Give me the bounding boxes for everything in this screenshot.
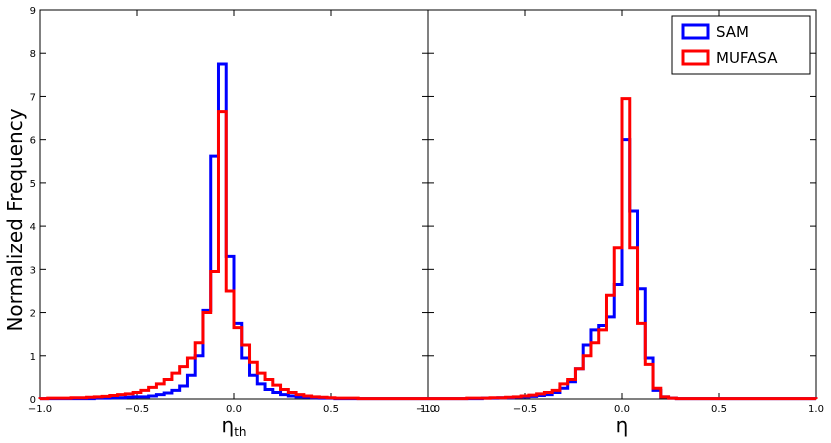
y-tick-label: 6	[30, 136, 36, 147]
left-x-axis-label-main: η	[222, 413, 235, 437]
legend-swatch-mufasa	[681, 49, 710, 66]
right-x-axis-label: η	[616, 413, 629, 437]
right-panel-ticks: −1.0 −0.5 0.0 0.5 1.0	[416, 9, 824, 415]
y-tick-label: 7	[30, 92, 36, 103]
left-x-axis-label-subscript: th	[234, 425, 246, 439]
y-axis-label: Normalized Frequency	[3, 108, 27, 331]
right-x-tick-label: 0.0	[614, 404, 630, 415]
left-x-tick-label: −1.0	[28, 404, 52, 415]
right-x-tick-label: 1.0	[808, 404, 824, 415]
legend-swatch-sam	[681, 23, 710, 40]
left-x-axis-label: ηth	[222, 413, 247, 439]
y-tick-label: 9	[30, 6, 36, 17]
y-tick-label: 8	[30, 49, 36, 60]
legend-label-mufasa: MUFASA	[716, 49, 778, 67]
right-x-tick-label: −1.0	[416, 404, 440, 415]
right-panel-series	[426, 97, 818, 401]
right-series-mufasa	[426, 97, 818, 401]
left-panel-frame	[39, 9, 429, 400]
y-tick-label: 3	[30, 265, 36, 276]
left-x-tick-label: 0.0	[226, 404, 242, 415]
y-tick-label: 2	[30, 309, 36, 320]
legend: SAM MUFASA	[671, 15, 811, 75]
left-x-tick-label: 0.5	[323, 404, 339, 415]
left-x-tick-label: 1.0	[420, 404, 436, 415]
left-panel-ticks: −1.0 −0.5 0.0 0.5 1.0 0 1 2 3 4 5 6 7 8 9	[28, 6, 436, 415]
legend-label-sam: SAM	[716, 23, 749, 41]
y-tick-label: 1	[30, 352, 36, 363]
left-x-tick-label: −0.5	[125, 404, 149, 415]
y-tick-label: 0	[30, 395, 36, 406]
left-series-sam	[38, 62, 430, 401]
y-tick-label: 5	[30, 179, 36, 190]
left-series-mufasa	[38, 110, 430, 401]
right-x-tick-label: 0.5	[711, 404, 727, 415]
y-tick-label: 4	[30, 222, 36, 233]
right-x-tick-label: −0.5	[513, 404, 537, 415]
left-panel-series	[38, 62, 430, 401]
